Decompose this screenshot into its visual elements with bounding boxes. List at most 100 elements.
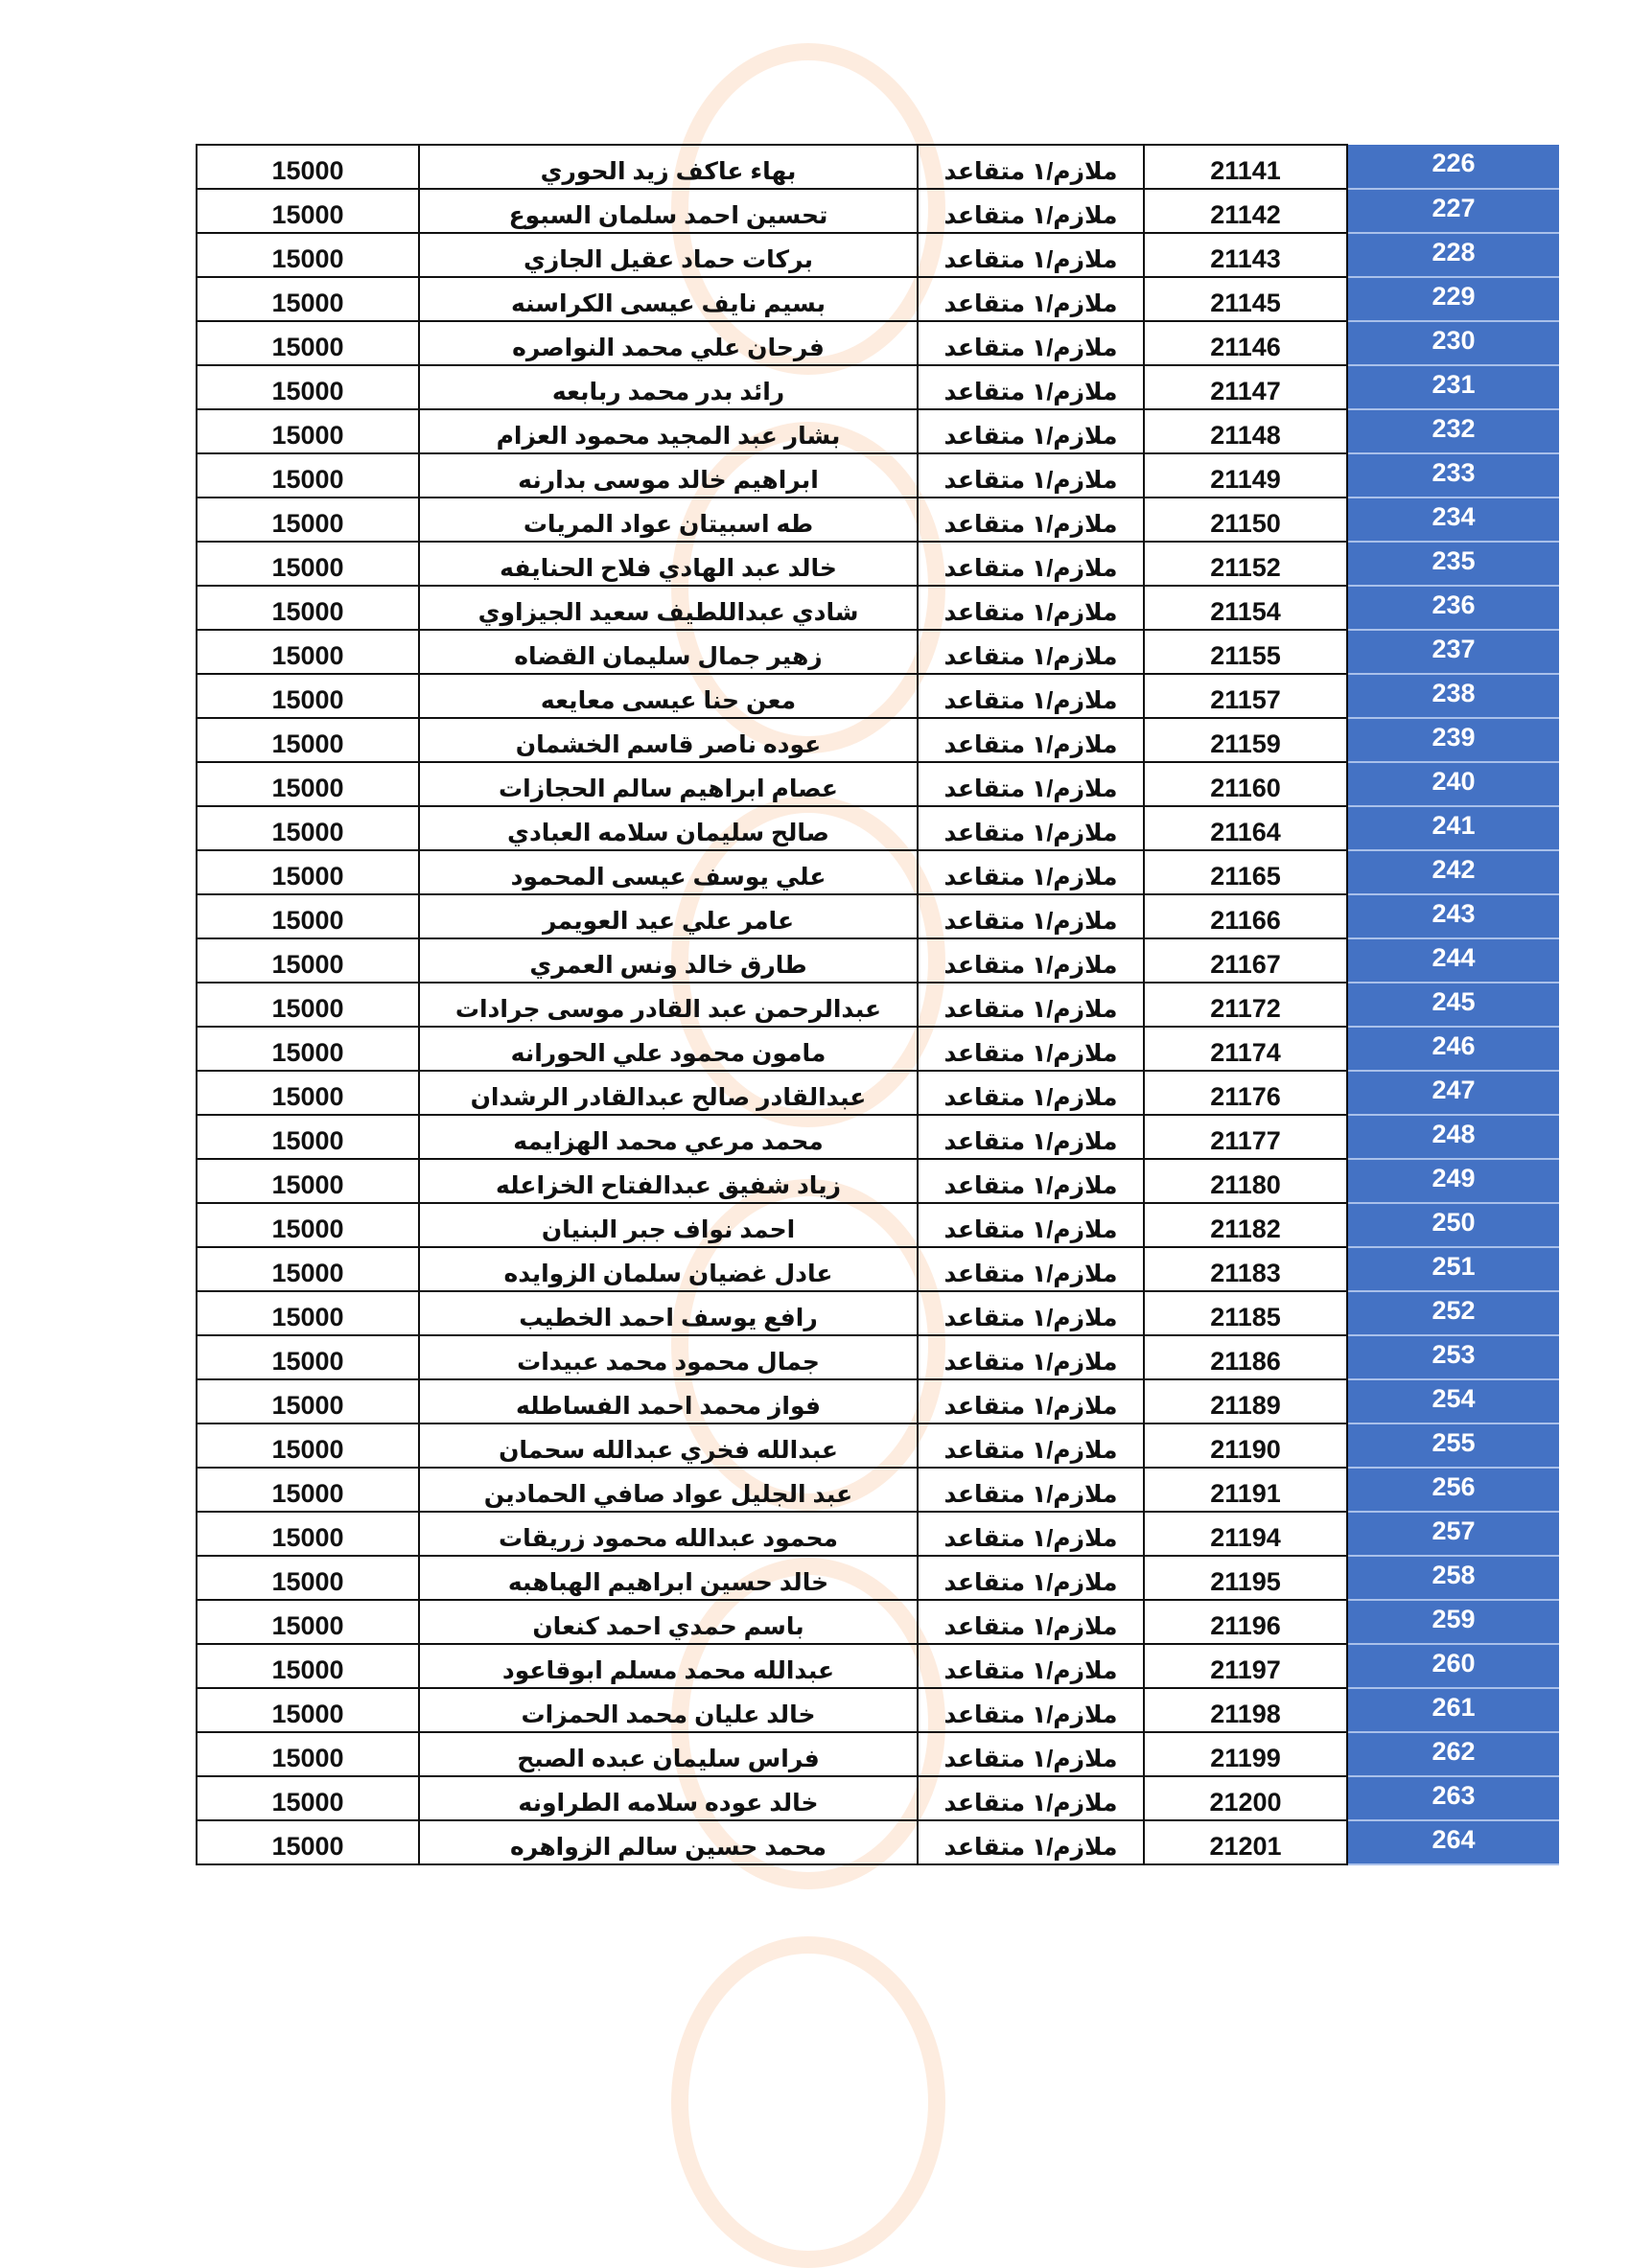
amount-cell: 15000 [196,1687,420,1733]
name-cell: عبدالله فخري عبدالله سحمان [418,1423,919,1469]
name-cell: عصام ابراهيم سالم الحجازات [418,761,919,807]
rank-cell: ملازم/١ متقاعد [917,893,1145,939]
amount-cell: 15000 [196,673,420,719]
number-cell: 21198 [1143,1687,1348,1733]
amount-cell: 15000 [196,1070,420,1116]
name-cell: بشار عبد المجيد محمود العزام [418,408,919,454]
table-row: 15000 فواز محمد احمد الفساطله ملازم/١ متقا… [196,1378,1559,1424]
amount-cell: 15000 [196,629,420,675]
number-cell: 21167 [1143,937,1348,984]
rank-cell: ملازم/١ متقاعد [917,144,1145,190]
index-cell: 264 [1347,1820,1559,1865]
rank-cell: ملازم/١ متقاعد [917,1687,1145,1733]
amount-cell: 15000 [196,497,420,543]
name-cell: بركات حماد عقيل الجازي [418,232,919,278]
rank-cell: ملازم/١ متقاعد [917,1158,1145,1204]
index-cell: 263 [1347,1776,1559,1821]
table-row: 15000 بهاء عاكف زيد الحوري ملازم/١ متقاعد 2… [196,144,1559,190]
name-cell: عبدالرحمن عبد القادر موسى جرادات [418,982,919,1028]
name-cell: محمد حسين سالم الزواهره [418,1819,919,1865]
number-cell: 21160 [1143,761,1348,807]
number-cell: 21152 [1143,541,1348,587]
number-cell: 21146 [1143,320,1348,366]
index-cell: 231 [1347,365,1559,410]
table-row: 15000 احمد نواف جبر البنيان ملازم/١ متقاعد… [196,1202,1559,1248]
amount-cell: 15000 [196,276,420,322]
table-row: 15000 باسم حمدي احمد كنعان ملازم/١ متقاعد 2… [196,1599,1559,1645]
name-cell: فراس سليمان عبده الصبح [418,1731,919,1777]
amount-cell: 15000 [196,717,420,763]
amount-cell: 15000 [196,1511,420,1557]
table-row: 15000 عبد الجليل عواد صافي الحمادين ملازم/… [196,1467,1559,1513]
table-row: 15000 ابراهيم خالد موسى بدارنه ملازم/١ متق… [196,452,1559,498]
amount-cell: 15000 [196,452,420,498]
number-cell: 21145 [1143,276,1348,322]
amount-cell: 15000 [196,320,420,366]
index-cell: 249 [1347,1159,1559,1204]
name-cell: خالد عليان محمد الحمزات [418,1687,919,1733]
name-cell: زياد شفيق عبدالفتاح الخزاعله [418,1158,919,1204]
name-cell: فواز محمد احمد الفساطله [418,1378,919,1424]
amount-cell: 15000 [196,849,420,895]
table-row: 15000 فرحان علي محمد النواصره ملازم/١ متقا… [196,320,1559,366]
rank-cell: ملازم/١ متقاعد [917,1731,1145,1777]
amount-cell: 15000 [196,1423,420,1469]
amount-cell: 15000 [196,364,420,410]
index-cell: 250 [1347,1203,1559,1248]
index-cell: 248 [1347,1115,1559,1160]
name-cell: عبدالقادر صالح عبدالقادر الرشدان [418,1070,919,1116]
table-row: 15000 مامون محمود علي الحورانه ملازم/١ متق… [196,1026,1559,1072]
table-row: 15000 خالد عليان محمد الحمزات ملازم/١ متقا… [196,1687,1559,1733]
number-cell: 21164 [1143,805,1348,851]
index-cell: 235 [1347,542,1559,587]
number-cell: 21165 [1143,849,1348,895]
table-row: 15000 طارق خالد ونس العمري ملازم/١ متقاعد 2… [196,937,1559,984]
table-row: 15000 عامر علي عيد العويمر ملازم/١ متقاعد 2… [196,893,1559,939]
name-cell: علي يوسف عيسى المحمود [418,849,919,895]
name-cell: عبد الجليل عواد صافي الحمادين [418,1467,919,1513]
index-cell: 226 [1347,145,1559,190]
watermark-logo [671,1936,945,2268]
amount-cell: 15000 [196,1555,420,1601]
rank-cell: ملازم/١ متقاعد [917,1555,1145,1601]
number-cell: 21194 [1143,1511,1348,1557]
amount-cell: 15000 [196,805,420,851]
index-cell: 230 [1347,321,1559,366]
number-cell: 21189 [1143,1378,1348,1424]
amount-cell: 15000 [196,541,420,587]
number-cell: 21185 [1143,1290,1348,1336]
number-cell: 21157 [1143,673,1348,719]
amount-cell: 15000 [196,1202,420,1248]
rank-cell: ملازم/١ متقاعد [917,805,1145,851]
number-cell: 21191 [1143,1467,1348,1513]
rank-cell: ملازم/١ متقاعد [917,982,1145,1028]
index-cell: 234 [1347,498,1559,543]
table-row: 15000 بركات حماد عقيل الجازي ملازم/١ متقاع… [196,232,1559,278]
rank-cell: ملازم/١ متقاعد [917,761,1145,807]
amount-cell: 15000 [196,1114,420,1160]
table-row: 15000 عصام ابراهيم سالم الحجازات ملازم/١ م… [196,761,1559,807]
table-row: 15000 عبدالله فخري عبدالله سحمان ملازم/١ م… [196,1423,1559,1469]
table-row: 15000 عادل غضيان سلمان الزوايده ملازم/١ مت… [196,1246,1559,1292]
table-row: 15000 محمد حسين سالم الزواهره ملازم/١ متقا… [196,1819,1559,1865]
name-cell: تحسين احمد سلمان السبوع [418,188,919,234]
index-cell: 255 [1347,1423,1559,1469]
index-cell: 253 [1347,1335,1559,1380]
name-cell: ابراهيم خالد موسى بدارنه [418,452,919,498]
rank-cell: ملازم/١ متقاعد [917,717,1145,763]
rank-cell: ملازم/١ متقاعد [917,1423,1145,1469]
table-row: 15000 خالد عوده سلامه الطراونه ملازم/١ متق… [196,1775,1559,1821]
table-row: 15000 عوده ناصر قاسم الخشمان ملازم/١ متقاع… [196,717,1559,763]
rank-cell: ملازم/١ متقاعد [917,849,1145,895]
rank-cell: ملازم/١ متقاعد [917,1378,1145,1424]
number-cell: 21176 [1143,1070,1348,1116]
rank-cell: ملازم/١ متقاعد [917,541,1145,587]
amount-cell: 15000 [196,937,420,984]
table-row: 15000 علي يوسف عيسى المحمود ملازم/١ متقاعد… [196,849,1559,895]
number-cell: 21148 [1143,408,1348,454]
index-cell: 240 [1347,762,1559,807]
table-row: 15000 بشار عبد المجيد محمود العزام ملازم/١… [196,408,1559,454]
number-cell: 21182 [1143,1202,1348,1248]
table-row: 15000 محمد مرعي محمد الهزايمه ملازم/١ متقا… [196,1114,1559,1160]
name-cell: خالد عبد الهادي فلاح الحنايفه [418,541,919,587]
